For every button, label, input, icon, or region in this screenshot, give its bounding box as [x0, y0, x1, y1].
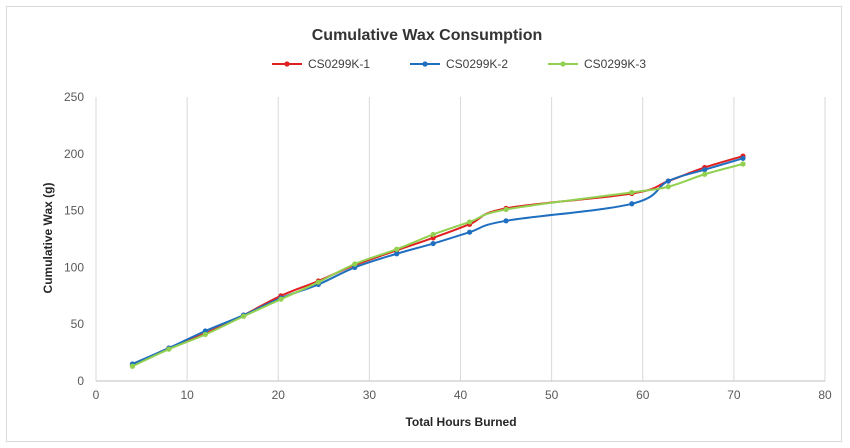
data-point — [665, 178, 671, 184]
x-tick-label: 60 — [636, 388, 650, 402]
data-point — [503, 206, 509, 213]
x-tick-label: 70 — [727, 388, 741, 402]
data-point — [430, 240, 436, 247]
data-point — [467, 219, 473, 225]
data-point — [740, 161, 746, 167]
legend-marker — [284, 61, 290, 67]
x-tick-label: 10 — [180, 388, 194, 402]
y-tick-label: 50 — [71, 317, 85, 331]
data-point — [665, 184, 671, 190]
chart-title: Cumulative Wax Consumption — [312, 27, 543, 44]
data-point — [702, 167, 708, 173]
data-point — [352, 261, 358, 267]
data-point — [315, 279, 321, 285]
x-tick-label: 30 — [363, 388, 377, 402]
y-tick-label: 100 — [64, 260, 84, 274]
legend: CS0299K-1 CS0299K-2 CS0299K-3 — [272, 57, 646, 71]
legend-item: CS0299K-1 — [272, 57, 370, 71]
y-tick-label: 250 — [64, 90, 84, 104]
series-3 — [129, 161, 746, 369]
series-layer — [129, 153, 746, 369]
grid — [95, 97, 826, 382]
series-line — [132, 163, 744, 368]
legend-item: CS0299K-2 — [410, 57, 508, 71]
y-tick-label: 0 — [77, 374, 84, 388]
x-tick-label: 50 — [545, 388, 559, 402]
series-line — [132, 155, 744, 367]
data-point — [166, 346, 172, 352]
data-point — [394, 251, 400, 257]
series-1 — [129, 153, 746, 368]
data-point — [467, 229, 473, 235]
legend-item: CS0299K-3 — [548, 57, 646, 71]
data-point — [394, 246, 400, 252]
legend-label: CS0299K-3 — [584, 57, 646, 71]
data-point — [629, 201, 635, 207]
x-tick-label: 0 — [93, 388, 100, 402]
y-axis-ticks: 0 50 100 150 200 250 — [64, 90, 84, 388]
y-axis-title: Cumulative Wax (g) — [41, 183, 55, 294]
data-point — [202, 331, 208, 338]
x-tick-label: 40 — [454, 388, 468, 402]
legend-marker — [422, 61, 428, 67]
data-point — [629, 189, 635, 196]
x-tick-label: 80 — [818, 388, 832, 402]
x-tick-label: 20 — [272, 388, 286, 402]
chart-frame — [6, 6, 842, 442]
data-point — [129, 363, 136, 369]
data-point — [702, 171, 708, 177]
data-point — [503, 218, 509, 224]
y-tick-label: 200 — [64, 147, 84, 161]
data-point — [740, 155, 746, 161]
data-point — [278, 296, 284, 302]
y-tick-label: 150 — [64, 204, 84, 218]
data-point — [241, 313, 247, 319]
x-axis-title: Total Hours Burned — [405, 415, 516, 429]
legend-label: CS0299K-2 — [446, 57, 508, 71]
x-axis-ticks: 0 10 20 30 40 50 60 70 80 — [93, 388, 832, 402]
data-point — [430, 231, 436, 238]
legend-label: CS0299K-1 — [308, 57, 370, 71]
series-2 — [129, 155, 746, 367]
legend-marker — [560, 61, 566, 67]
